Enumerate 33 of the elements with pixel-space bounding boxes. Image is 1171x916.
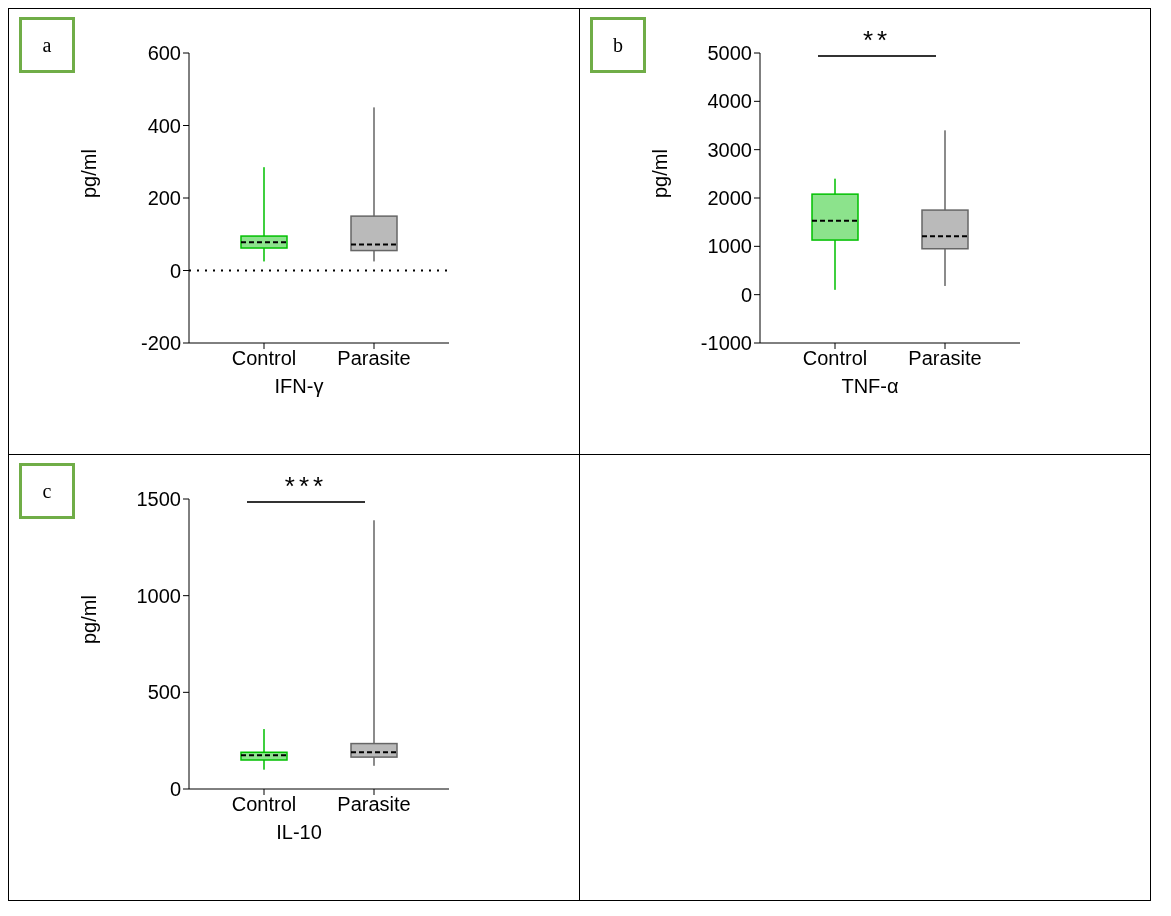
y-tick-label: 0 [169, 259, 181, 282]
x-axis-title: IL-10 [275, 821, 323, 844]
chart-title: b [590, 17, 646, 73]
x-tick-label: Parasite [908, 347, 982, 370]
y-tick-label: 1500 [136, 488, 181, 511]
y-tick-label: 2000 [707, 187, 752, 210]
y-axis-title: pg/ml [78, 149, 101, 198]
y-tick-label: 5000 [707, 42, 752, 65]
x-tick-label: Control [231, 793, 297, 816]
x-tick-label: Control [802, 347, 868, 370]
x-tick-label: Parasite [337, 347, 411, 370]
x-tick-label: Parasite [337, 793, 411, 816]
y-tick-label: 0 [169, 778, 181, 801]
x-tick-label: Control [231, 347, 297, 370]
y-axis-title: pg/ml [78, 595, 101, 644]
y-tick-label: 500 [147, 681, 181, 704]
significance-bracket: ** [818, 27, 936, 57]
y-tick-label: 4000 [707, 90, 752, 113]
y-axis-title: pg/ml [649, 149, 672, 198]
y-tick-label: 600 [147, 42, 181, 65]
significance-bracket: *** [247, 473, 365, 503]
x-axis-title: IFN-γ [273, 375, 325, 398]
y-tick-label: -1000 [700, 332, 752, 355]
x-axis-title: TNF-α [840, 375, 900, 398]
y-tick-label: 0 [740, 283, 752, 306]
chart-title: a [19, 17, 75, 73]
y-tick-label: 200 [147, 187, 181, 210]
y-tick-label: 400 [147, 114, 181, 137]
chart-title: c [19, 463, 75, 519]
y-tick-label: 1000 [707, 235, 752, 258]
y-tick-label: 1000 [136, 584, 181, 607]
y-tick-label: 3000 [707, 138, 752, 161]
y-tick-label: -200 [140, 332, 181, 355]
